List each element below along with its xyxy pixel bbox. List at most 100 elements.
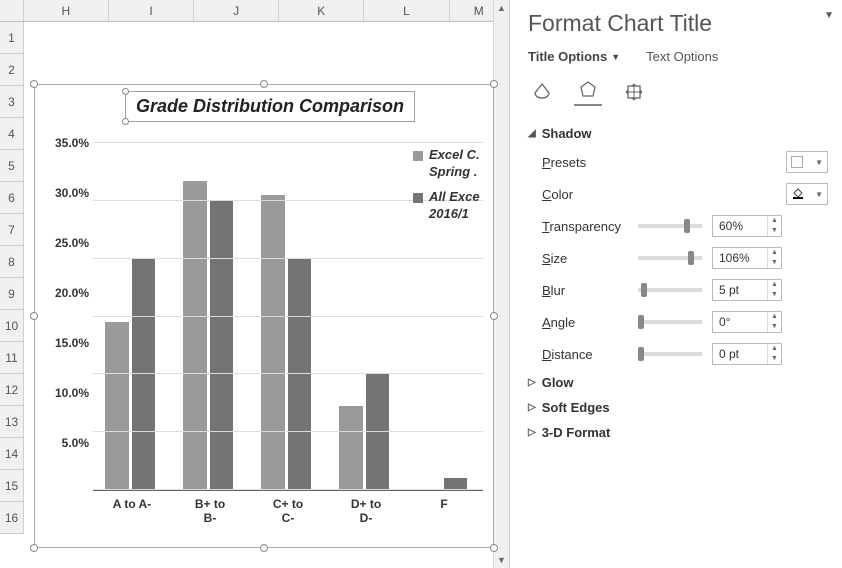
y-tick-label: 30.0% [55,186,89,200]
slider-thumb[interactable] [684,219,690,233]
section-shadow[interactable]: ◢ Shadow [528,126,828,141]
row-header[interactable]: 11 [0,342,24,374]
tab-title-options[interactable]: Title Options ▼ [528,49,620,64]
gridline [93,258,483,259]
spin-down-icon[interactable]: ▼ [768,354,781,364]
chevron-down-icon: ▼ [815,190,823,199]
row-header[interactable]: 10 [0,310,24,342]
title-handle[interactable] [122,88,129,95]
label-distance: Distance [542,347,638,362]
spin-up-icon[interactable]: ▲ [768,248,781,258]
triangle-right-icon: ▷ [528,402,536,413]
chart-title-text: Grade Distribution Comparison [136,96,404,116]
spin-down-icon[interactable]: ▼ [768,322,781,332]
size-slider[interactable] [638,256,702,260]
resize-handle[interactable] [30,544,38,552]
row-header[interactable]: 6 [0,182,24,214]
bar[interactable] [105,322,128,490]
row-header[interactable]: 16 [0,502,24,534]
row-header[interactable]: 12 [0,374,24,406]
slider-thumb[interactable] [641,283,647,297]
legend-item[interactable]: All Exce 2016/1 [413,189,509,223]
pane-menu-icon[interactable]: ▼ [824,10,834,21]
category-icons [528,74,828,110]
spin-up-icon[interactable]: ▲ [768,312,781,322]
x-tick-label: B+ to B- [171,491,249,539]
angle-slider[interactable] [638,320,702,324]
chart-title[interactable]: Grade Distribution Comparison [125,91,415,122]
bar[interactable] [261,195,284,490]
spin-up-icon[interactable]: ▲ [768,280,781,290]
angle-input[interactable]: 0°▲▼ [712,311,782,333]
slider-thumb[interactable] [688,251,694,265]
presets-dropdown[interactable]: ▼ [786,151,828,173]
column-header[interactable]: K [279,0,364,21]
spin-up-icon[interactable]: ▲ [768,216,781,226]
blur-slider[interactable] [638,288,702,292]
section-3d-format[interactable]: ▷ 3-D Format [528,425,828,440]
bar[interactable] [210,201,233,490]
chart-legend[interactable]: Excel C. Spring . All Exce 2016/1 [413,147,509,231]
triangle-right-icon: ▷ [528,427,536,438]
effects-icon[interactable] [574,78,602,106]
resize-handle[interactable] [260,80,268,88]
row-header[interactable]: 14 [0,438,24,470]
column-header[interactable]: H [24,0,109,21]
resize-handle[interactable] [490,312,498,320]
spin-up-icon[interactable]: ▲ [768,344,781,354]
row-header[interactable]: 4 [0,118,24,150]
bar[interactable] [183,181,206,490]
distance-slider[interactable] [638,352,702,356]
paint-bucket-icon [791,186,805,203]
column-header[interactable]: I [109,0,194,21]
row-header[interactable]: 5 [0,150,24,182]
y-tick-label: 20.0% [55,286,89,300]
resize-handle[interactable] [30,312,38,320]
row-header[interactable]: 1 [0,22,24,54]
tab-text-options[interactable]: Text Options [646,49,718,64]
resize-handle[interactable] [490,544,498,552]
fill-line-icon[interactable] [528,78,556,106]
gridline [93,373,483,374]
chart-container[interactable]: Grade Distribution Comparison 5.0%10.0%1… [34,84,494,548]
transparency-slider[interactable] [638,224,702,228]
row-header[interactable]: 15 [0,470,24,502]
color-dropdown[interactable]: ▼ [786,183,828,205]
column-header[interactable]: L [364,0,449,21]
column-header[interactable]: J [194,0,279,21]
section-soft-edges[interactable]: ▷ Soft Edges [528,400,828,415]
slider-thumb[interactable] [638,347,644,361]
category-slot [249,143,327,490]
transparency-input[interactable]: 60%▲▼ [712,215,782,237]
size-input[interactable]: 106%▲▼ [712,247,782,269]
bar[interactable] [339,406,362,490]
spin-down-icon[interactable]: ▼ [768,258,781,268]
resize-handle[interactable] [490,80,498,88]
row-header[interactable]: 13 [0,406,24,438]
resize-handle[interactable] [30,80,38,88]
row-header[interactable]: 9 [0,278,24,310]
slider-thumb[interactable] [638,315,644,329]
blur-input[interactable]: 5 pt▲▼ [712,279,782,301]
blur-value: 5 pt [713,283,767,297]
scroll-up-icon[interactable]: ▲ [494,0,509,16]
row-header[interactable]: 8 [0,246,24,278]
distance-input[interactable]: 0 pt▲▼ [712,343,782,365]
row-headers: 12345678910111213141516 [0,22,24,534]
legend-item[interactable]: Excel C. Spring . [413,147,509,181]
resize-handle[interactable] [260,544,268,552]
bar[interactable] [366,374,389,490]
category-slot [93,143,171,490]
control-distance: Distance 0 pt▲▼ [542,343,828,365]
spin-down-icon[interactable]: ▼ [768,290,781,300]
row-header[interactable]: 3 [0,86,24,118]
row-header[interactable]: 7 [0,214,24,246]
control-angle: Angle0°▲▼ [542,311,828,333]
spin-down-icon[interactable]: ▼ [768,226,781,236]
scroll-down-icon[interactable]: ▼ [494,552,509,568]
title-handle[interactable] [122,118,129,125]
row-header[interactable]: 2 [0,54,24,86]
section-glow[interactable]: ▷ Glow [528,375,828,390]
size-properties-icon[interactable] [620,78,648,106]
gridline [93,489,483,490]
